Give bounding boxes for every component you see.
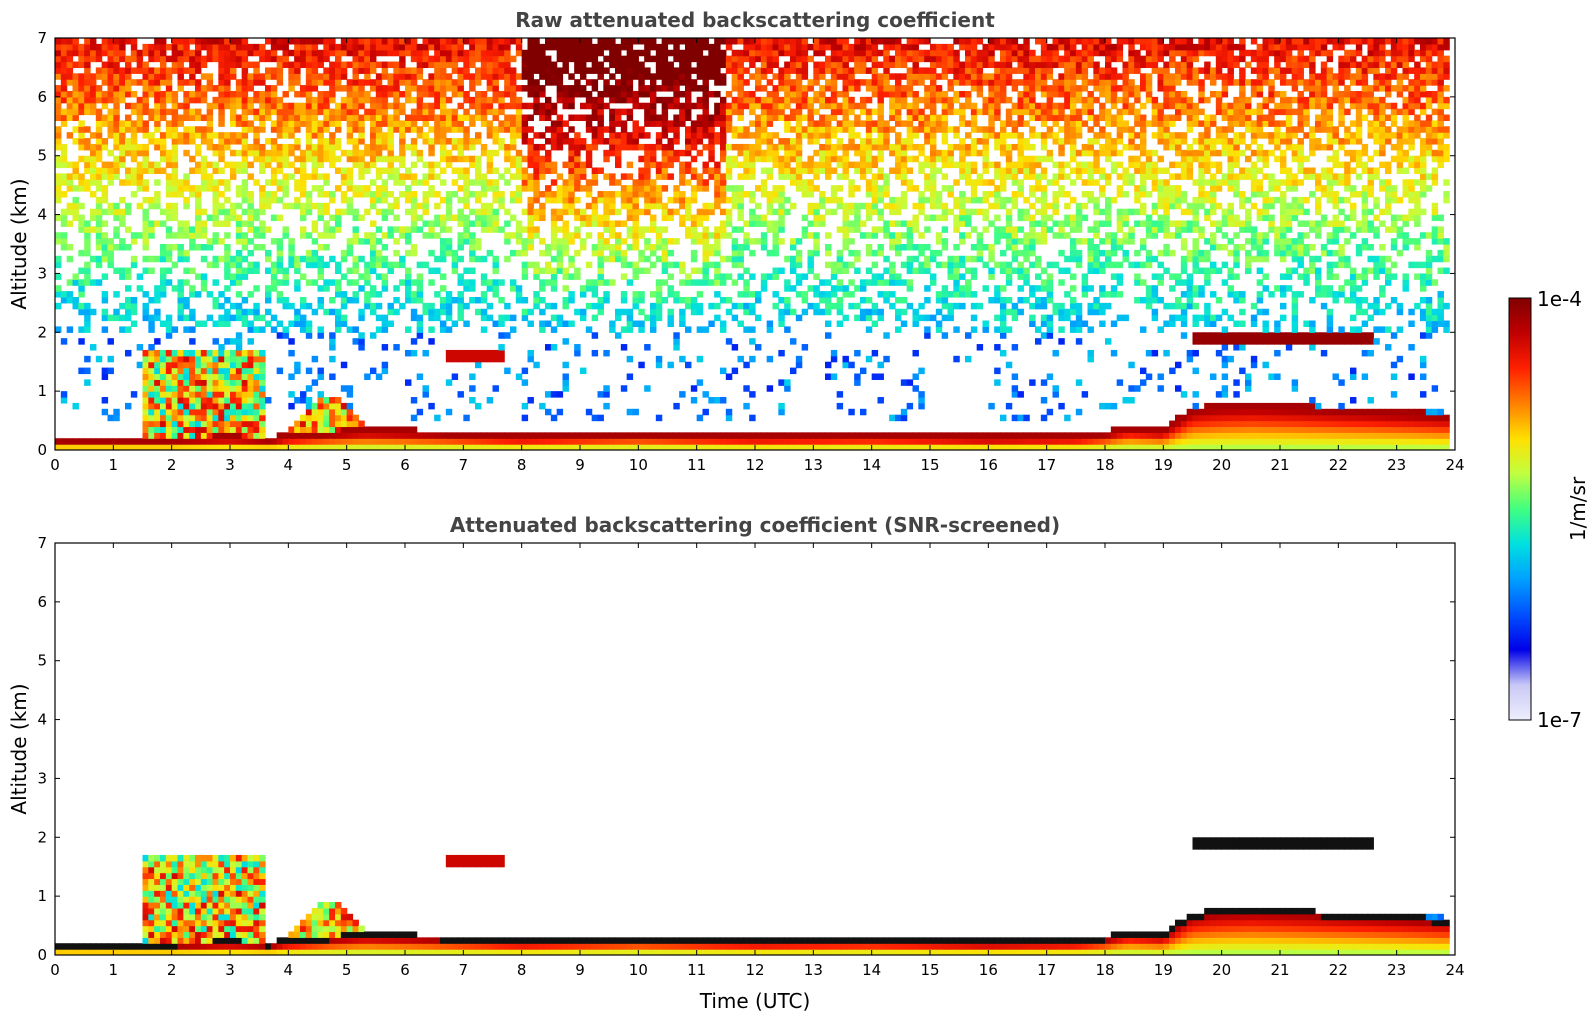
y-tick-label: 2 (37, 828, 47, 846)
x-tick-label: 15 (920, 456, 939, 474)
y-axis-label-raw: Altitude (km) (7, 178, 31, 309)
x-tick-label: 1 (109, 961, 119, 979)
x-tick-label: 1 (109, 456, 119, 474)
x-tick-label: 6 (400, 961, 410, 979)
x-tick-label: 16 (979, 961, 998, 979)
x-tick-label: 12 (745, 456, 764, 474)
x-tick-label: 2 (167, 456, 177, 474)
y-tick-label: 4 (37, 711, 47, 729)
colorbar-min-label: 1e-7 (1537, 708, 1582, 732)
x-tick-label: 23 (1387, 456, 1406, 474)
x-tick-label: 20 (1212, 456, 1231, 474)
x-tick-label: 17 (1037, 456, 1056, 474)
x-tick-label: 5 (342, 456, 352, 474)
colorbar-unit-label: 1/m/sr (1566, 476, 1590, 541)
x-tick-label: 8 (517, 961, 527, 979)
y-tick-label: 6 (37, 88, 47, 106)
y-tick-label: 1 (37, 887, 47, 905)
x-tick-label: 7 (459, 456, 469, 474)
x-tick-label: 4 (284, 456, 294, 474)
x-tick-label: 3 (225, 456, 235, 474)
x-tick-label: 18 (1095, 456, 1114, 474)
y-tick-label: 7 (37, 29, 47, 47)
x-axis-screened: 0 1 2 3 4 5 6 7 8 9 10 11 12 13 14 15 16 17 18 19 20 21 22 23 24 (50, 543, 1465, 979)
x-tick-label: 14 (862, 961, 881, 979)
panel-raw: Raw attenuated backscattering coefficien… (7, 8, 1465, 474)
x-tick-label: 19 (1154, 961, 1173, 979)
y-tick-label: 3 (37, 769, 47, 787)
x-tick-label: 8 (517, 456, 527, 474)
x-tick-label: 10 (629, 456, 648, 474)
x-tick-label: 2 (167, 961, 177, 979)
x-tick-label: 22 (1329, 961, 1348, 979)
x-tick-label: 15 (920, 961, 939, 979)
x-tick-label: 6 (400, 456, 410, 474)
y-tick-label: 1 (37, 382, 47, 400)
x-tick-label: 21 (1270, 456, 1289, 474)
x-tick-label: 5 (342, 961, 352, 979)
heatmap-screened (55, 837, 1450, 955)
x-tick-label: 0 (50, 456, 60, 474)
panel-screened: Attenuated backscattering coefficient (S… (7, 513, 1465, 1013)
y-tick-label: 0 (37, 441, 47, 459)
x-tick-label: 23 (1387, 961, 1406, 979)
x-tick-label: 22 (1329, 456, 1348, 474)
y-axis-raw: 0 1 2 3 4 5 6 7 (37, 29, 1455, 459)
x-tick-label: 14 (862, 456, 881, 474)
x-tick-label: 4 (284, 961, 294, 979)
x-tick-label: 18 (1095, 961, 1114, 979)
x-tick-label: 12 (745, 961, 764, 979)
colorbar-max-label: 1e-4 (1537, 287, 1582, 311)
x-tick-label: 0 (50, 961, 60, 979)
x-tick-label: 7 (459, 961, 469, 979)
x-tick-label: 9 (575, 961, 585, 979)
x-tick-label: 16 (979, 456, 998, 474)
chart-title-raw: Raw attenuated backscattering coefficien… (515, 8, 995, 32)
x-tick-label: 24 (1445, 456, 1464, 474)
colorbar: 1e-4 1e-7 1/m/sr (1508, 287, 1590, 732)
x-tick-label: 11 (687, 961, 706, 979)
x-tick-label: 10 (629, 961, 648, 979)
x-tick-label: 21 (1270, 961, 1289, 979)
y-tick-label: 4 (37, 206, 47, 224)
x-axis-label: Time (UTC) (699, 989, 811, 1013)
y-tick-label: 7 (37, 534, 47, 552)
y-tick-label: 6 (37, 593, 47, 611)
x-tick-label: 9 (575, 456, 585, 474)
y-axis-label-screened: Altitude (km) (7, 683, 31, 814)
x-tick-label: 24 (1445, 961, 1464, 979)
x-tick-label: 17 (1037, 961, 1056, 979)
y-tick-label: 3 (37, 264, 47, 282)
y-tick-label: 2 (37, 323, 47, 341)
chart-title-screened: Attenuated backscattering coefficient (S… (450, 513, 1060, 537)
y-tick-label: 5 (37, 652, 47, 670)
x-tick-label: 19 (1154, 456, 1173, 474)
y-tick-label: 5 (37, 147, 47, 165)
x-tick-label: 3 (225, 961, 235, 979)
colorbar-gradient (1508, 297, 1532, 721)
x-axis-raw: 0 1 2 3 4 5 6 7 8 9 10 11 12 13 14 15 16 17 18 19 20 21 22 23 24 (50, 38, 1465, 474)
x-tick-label: 13 (804, 961, 823, 979)
x-tick-label: 20 (1212, 961, 1231, 979)
y-axis-screened: 0 1 2 3 4 5 6 7 (37, 534, 1455, 964)
x-tick-label: 13 (804, 456, 823, 474)
x-tick-label: 11 (687, 456, 706, 474)
heatmap-raw (55, 38, 1450, 450)
y-tick-label: 0 (37, 946, 47, 964)
